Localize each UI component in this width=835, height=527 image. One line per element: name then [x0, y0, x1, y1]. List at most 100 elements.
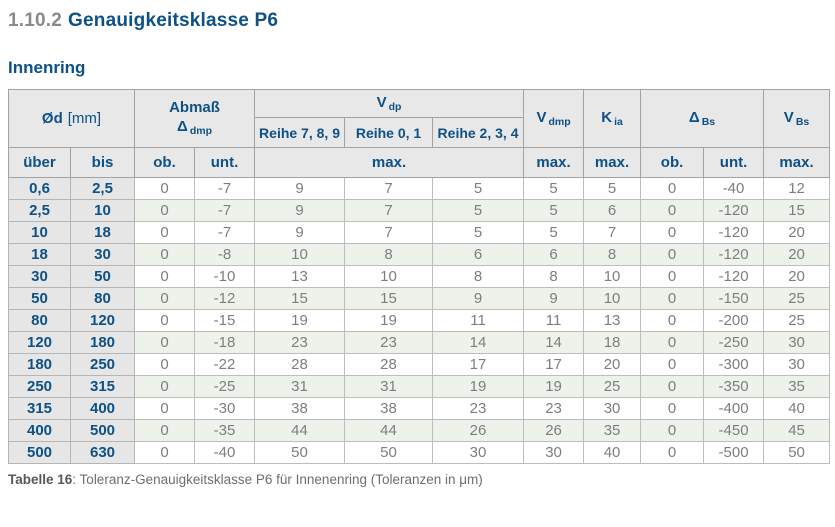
cell-value: 19: [432, 375, 525, 398]
cell-value: -250: [703, 331, 765, 354]
cell-value: 0: [640, 353, 705, 376]
cell-bis: 250: [69, 353, 136, 376]
cell-value: 0: [134, 375, 196, 398]
cell-value: 0: [640, 419, 705, 442]
cell-value: 15: [344, 287, 434, 310]
cell-value: 7: [344, 221, 434, 244]
cell-ueber: 2,5: [8, 199, 71, 222]
section-title: Genauigkeitsklasse P6: [68, 10, 279, 31]
cell-value: 0: [134, 177, 196, 200]
cell-value: 5: [523, 177, 585, 200]
cell-value: 30: [763, 353, 831, 376]
header-reihe-01: Reihe 0, 1: [344, 117, 434, 148]
cell-value: 6: [432, 243, 525, 266]
cell-value: 30: [583, 397, 642, 420]
table-row: 80 120 0 -15 19 19 11 11 13 0 -200 25: [8, 309, 831, 332]
cell-value: 0: [134, 397, 196, 420]
cell-value: 15: [763, 199, 831, 222]
header-reihe-789: Reihe 7, 8, 9: [254, 117, 346, 148]
cell-value: -15: [194, 309, 256, 332]
cell-value: 31: [344, 375, 434, 398]
cell-value: 0: [134, 265, 196, 288]
cell-value: 13: [583, 309, 642, 332]
cell-value: -200: [703, 309, 765, 332]
cell-value: 0: [640, 375, 705, 398]
cell-value: 11: [432, 309, 525, 332]
cell-bis: 180: [69, 331, 136, 354]
cell-value: 5: [432, 221, 525, 244]
cell-bis: 50: [69, 265, 136, 288]
cell-bis: 2,5: [69, 177, 136, 200]
cell-value: -7: [194, 199, 256, 222]
cell-value: 14: [432, 331, 525, 354]
cell-value: 0: [134, 353, 196, 376]
cell-ueber: 0,6: [8, 177, 71, 200]
cell-value: 10: [254, 243, 346, 266]
cell-value: -350: [703, 375, 765, 398]
subheader-ob-bs: ob.: [640, 147, 705, 178]
cell-value: 30: [432, 441, 525, 464]
cell-value: 9: [523, 287, 585, 310]
cell-value: 23: [254, 331, 346, 354]
cell-value: 20: [763, 243, 831, 266]
cell-ueber: 180: [8, 353, 71, 376]
cell-value: 40: [583, 441, 642, 464]
header-delta-bs: Δ Bs: [640, 89, 765, 148]
cell-value: 14: [523, 331, 585, 354]
cell-value: 5: [583, 177, 642, 200]
cell-value: 8: [523, 265, 585, 288]
header-abmass-sub: dmp: [189, 124, 212, 137]
header-od: Ød [mm]: [7, 89, 136, 148]
cell-value: -120: [703, 265, 765, 288]
cell-value: 6: [523, 243, 585, 266]
cell-value: -8: [194, 243, 256, 266]
cell-value: -18: [194, 331, 256, 354]
cell-value: 40: [763, 397, 831, 420]
cell-value: 19: [254, 309, 346, 332]
subheader-unt: unt.: [194, 147, 256, 178]
cell-value: 9: [254, 199, 346, 222]
subheader-bis: bis: [69, 147, 136, 178]
cell-ueber: 50: [8, 287, 71, 310]
cell-value: -7: [194, 221, 256, 244]
cell-bis: 400: [69, 397, 136, 420]
cell-value: 0: [640, 199, 705, 222]
cell-value: 8: [583, 243, 642, 266]
cell-ueber: 250: [8, 375, 71, 398]
cell-value: 25: [583, 375, 642, 398]
cell-value: -7: [194, 177, 256, 200]
cell-value: 0: [134, 441, 196, 464]
cell-value: 28: [254, 353, 346, 376]
cell-value: 0: [640, 287, 705, 310]
cell-value: 31: [254, 375, 346, 398]
cell-value: -120: [703, 221, 765, 244]
cell-value: 0: [134, 309, 196, 332]
cell-value: 7: [583, 221, 642, 244]
subheader-max-vbs: max.: [763, 147, 831, 178]
cell-bis: 80: [69, 287, 136, 310]
cell-value: 0: [640, 397, 705, 420]
document-page: 1.10.2 Genauigkeitsklasse P6 Innenring Ød…: [7, 10, 835, 487]
page-title: 1.10.2 Genauigkeitsklasse P6: [8, 10, 835, 32]
cell-bis: 10: [69, 199, 136, 222]
subheader-ob: ob.: [134, 147, 196, 178]
cell-value: 38: [254, 397, 346, 420]
header-od-label: Ød: [41, 110, 63, 127]
cell-value: 17: [523, 353, 585, 376]
cell-value: -500: [703, 441, 765, 464]
cell-ueber: 10: [8, 221, 71, 244]
cell-value: 5: [523, 199, 585, 222]
table-row: 180 250 0 -22 28 28 17 17 20 0 -300 30: [8, 353, 831, 376]
cell-bis: 630: [69, 441, 136, 464]
cell-value: 7: [344, 199, 434, 222]
table-row: 250 315 0 -25 31 31 19 19 25 0 -350 35: [8, 375, 831, 398]
cell-value: 44: [344, 419, 434, 442]
cell-value: 10: [583, 265, 642, 288]
table-row: 50 80 0 -12 15 15 9 9 10 0 -150 25: [8, 287, 831, 310]
cell-ueber: 30: [8, 265, 71, 288]
cell-value: 15: [254, 287, 346, 310]
section-number: 1.10.2: [8, 10, 63, 31]
cell-value: 23: [523, 397, 585, 420]
